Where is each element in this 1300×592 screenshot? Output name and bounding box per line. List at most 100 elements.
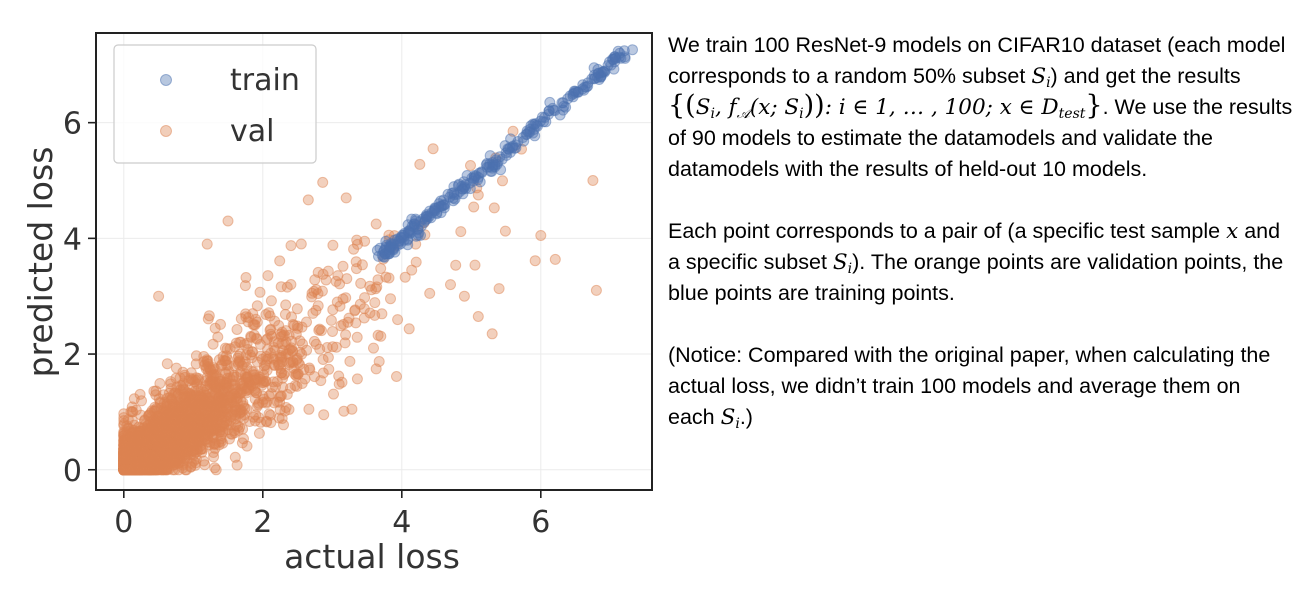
val-point xyxy=(189,432,201,444)
val-point xyxy=(333,378,345,390)
text-segment: ) and get the results xyxy=(1050,64,1241,88)
val-point xyxy=(355,277,367,289)
val-point xyxy=(222,215,234,227)
val-point xyxy=(208,451,220,463)
x-axis-label: actual loss xyxy=(284,537,460,576)
val-point xyxy=(118,443,130,455)
val-point xyxy=(240,272,252,283)
val-point xyxy=(292,368,304,380)
val-point xyxy=(325,314,337,326)
train-point xyxy=(489,159,501,171)
val-point xyxy=(201,238,213,250)
val-point xyxy=(186,390,197,402)
val-point xyxy=(251,333,263,345)
train-point xyxy=(529,130,541,142)
val-point xyxy=(465,160,476,171)
y-axis-ticks: 0 2 4 6 xyxy=(63,107,96,489)
val-point xyxy=(302,194,314,206)
val-point xyxy=(399,271,411,283)
val-point xyxy=(261,416,273,428)
val-point xyxy=(285,240,297,252)
val-point xyxy=(349,304,361,316)
val-point xyxy=(179,438,191,450)
val-point xyxy=(204,424,216,435)
val-point xyxy=(275,281,287,293)
train-point xyxy=(532,120,543,132)
val-point xyxy=(497,175,508,187)
x-axis-ticks: 0 2 4 6 xyxy=(114,490,550,540)
val-point xyxy=(268,353,280,365)
math-subset: Si xyxy=(832,250,853,277)
val-point xyxy=(289,380,301,392)
val-point xyxy=(301,316,312,328)
val-point xyxy=(200,433,212,445)
val-point xyxy=(488,202,500,214)
scatter-figure: 0 2 4 6 0 2 4 6 actual loss predicted loss tra… xyxy=(21,32,653,576)
val-point xyxy=(340,329,352,341)
val-point xyxy=(190,350,202,362)
val-point xyxy=(210,464,222,476)
train-point xyxy=(608,63,620,75)
val-point xyxy=(126,415,138,426)
val-point xyxy=(251,316,263,328)
text-segment: (Notice: Compared with the original pape… xyxy=(668,343,1271,429)
val-point xyxy=(391,371,402,382)
x-tick-label: 0 xyxy=(114,505,133,540)
val-point xyxy=(161,358,173,370)
legend: train val xyxy=(113,44,317,164)
val-point xyxy=(153,393,165,405)
x-tick-label: 6 xyxy=(531,505,550,540)
val-point xyxy=(295,238,307,250)
math-results-set: {(Si, f𝒜(x; Si)): i ∈ 1, … , 100; x ∈ Dt… xyxy=(668,90,1103,122)
val-point xyxy=(344,355,356,367)
y-tick-label: 4 xyxy=(63,222,82,257)
val-point xyxy=(317,367,329,379)
val-point xyxy=(249,369,261,381)
val-point xyxy=(317,176,329,188)
val-point xyxy=(212,331,224,343)
val-point xyxy=(455,226,467,238)
val-point xyxy=(358,303,370,315)
val-series xyxy=(118,125,602,476)
val-point xyxy=(375,263,387,274)
val-point xyxy=(330,275,342,287)
val-point xyxy=(283,404,295,415)
val-point xyxy=(493,283,505,295)
val-point xyxy=(275,363,286,374)
val-point xyxy=(285,279,297,290)
val-point xyxy=(410,256,422,268)
train-point xyxy=(581,81,592,93)
val-point xyxy=(262,270,274,282)
train-point xyxy=(383,246,395,258)
legend-train-marker xyxy=(160,74,172,86)
val-point xyxy=(309,274,321,286)
val-point xyxy=(166,394,178,406)
val-point xyxy=(529,255,541,267)
val-point xyxy=(274,255,286,267)
val-point xyxy=(351,263,362,275)
val-point xyxy=(330,341,342,353)
val-point xyxy=(337,260,349,272)
val-point xyxy=(257,396,269,408)
val-point xyxy=(165,376,177,388)
val-point xyxy=(153,290,165,302)
val-point xyxy=(313,324,325,336)
y-tick-label: 2 xyxy=(63,338,82,373)
val-point xyxy=(173,429,184,441)
val-point xyxy=(203,395,215,407)
val-point xyxy=(208,376,219,388)
val-point xyxy=(154,378,166,389)
val-point xyxy=(590,284,602,296)
val-point xyxy=(277,381,289,393)
val-point xyxy=(246,346,258,358)
math-x: x xyxy=(1226,219,1239,244)
val-point xyxy=(450,259,462,271)
text-segment: .) xyxy=(739,405,753,429)
train-point xyxy=(607,53,619,65)
val-point xyxy=(162,437,174,449)
val-point xyxy=(587,175,599,186)
val-point xyxy=(276,326,288,338)
val-point xyxy=(327,239,339,251)
val-point xyxy=(136,395,147,407)
val-point xyxy=(274,404,286,416)
